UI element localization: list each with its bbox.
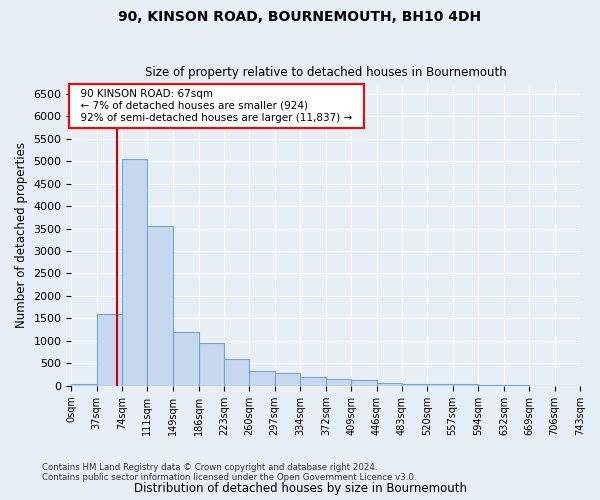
Bar bbox=[122, 159, 148, 386]
Bar bbox=[199, 343, 224, 386]
Bar bbox=[275, 373, 300, 386]
Bar bbox=[300, 377, 326, 386]
Title: Size of property relative to detached houses in Bournemouth: Size of property relative to detached ho… bbox=[145, 66, 506, 80]
Text: Distribution of detached houses by size in Bournemouth: Distribution of detached houses by size … bbox=[133, 482, 467, 495]
Bar bbox=[173, 332, 199, 386]
Y-axis label: Number of detached properties: Number of detached properties bbox=[15, 142, 28, 328]
Text: 90 KINSON ROAD: 67sqm
  ← 7% of detached houses are smaller (924)
  92% of semi-: 90 KINSON ROAD: 67sqm ← 7% of detached h… bbox=[74, 90, 359, 122]
Text: Contains public sector information licensed under the Open Government Licence v3: Contains public sector information licen… bbox=[42, 474, 416, 482]
Bar bbox=[97, 314, 122, 386]
Bar bbox=[402, 384, 427, 386]
Bar bbox=[352, 380, 377, 386]
Bar bbox=[377, 383, 402, 386]
Bar bbox=[452, 384, 478, 386]
Bar bbox=[326, 378, 352, 386]
Text: 90, KINSON ROAD, BOURNEMOUTH, BH10 4DH: 90, KINSON ROAD, BOURNEMOUTH, BH10 4DH bbox=[118, 10, 482, 24]
Bar bbox=[478, 385, 504, 386]
Text: Contains HM Land Registry data © Crown copyright and database right 2024.: Contains HM Land Registry data © Crown c… bbox=[42, 464, 377, 472]
Bar bbox=[71, 384, 97, 386]
Bar bbox=[148, 226, 173, 386]
Bar bbox=[427, 384, 452, 386]
Bar bbox=[250, 370, 275, 386]
Bar bbox=[224, 359, 250, 386]
